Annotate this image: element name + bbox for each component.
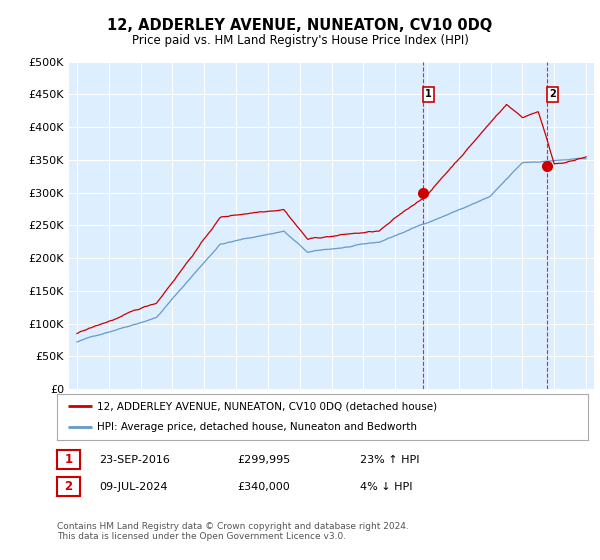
Text: 12, ADDERLEY AVENUE, NUNEATON, CV10 0DQ: 12, ADDERLEY AVENUE, NUNEATON, CV10 0DQ [107,18,493,32]
Text: 09-JUL-2024: 09-JUL-2024 [99,482,167,492]
Text: Contains HM Land Registry data © Crown copyright and database right 2024.
This d: Contains HM Land Registry data © Crown c… [57,522,409,542]
Text: £299,995: £299,995 [237,455,290,465]
Text: 12, ADDERLEY AVENUE, NUNEATON, CV10 0DQ (detached house): 12, ADDERLEY AVENUE, NUNEATON, CV10 0DQ … [97,401,437,411]
Text: 1: 1 [425,90,432,99]
Text: 1: 1 [64,453,73,466]
Text: HPI: Average price, detached house, Nuneaton and Bedworth: HPI: Average price, detached house, Nune… [97,422,417,432]
Text: 2: 2 [549,90,556,99]
Text: 2: 2 [64,480,73,493]
Text: 4% ↓ HPI: 4% ↓ HPI [360,482,413,492]
Text: 23% ↑ HPI: 23% ↑ HPI [360,455,419,465]
Text: £340,000: £340,000 [237,482,290,492]
Text: Price paid vs. HM Land Registry's House Price Index (HPI): Price paid vs. HM Land Registry's House … [131,34,469,47]
Text: 23-SEP-2016: 23-SEP-2016 [99,455,170,465]
